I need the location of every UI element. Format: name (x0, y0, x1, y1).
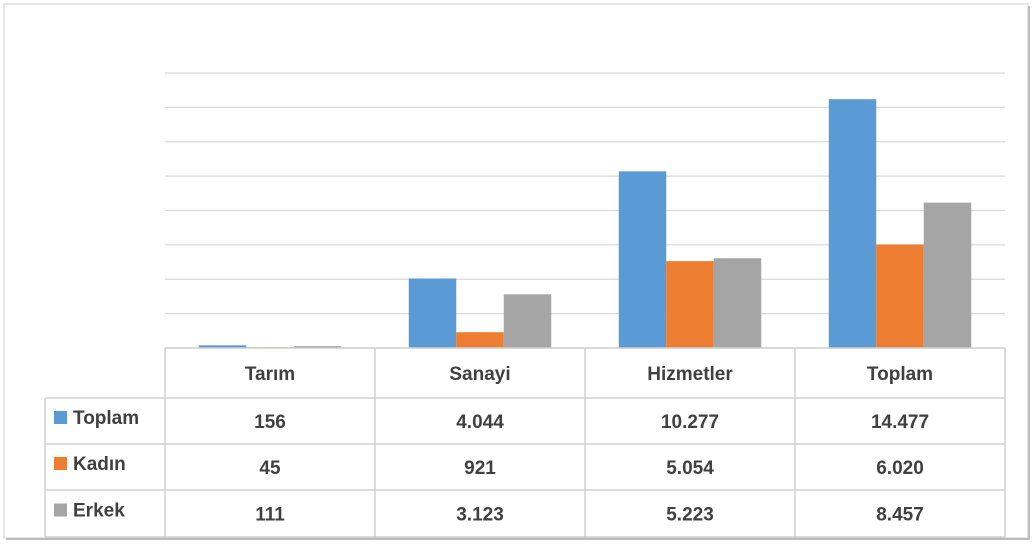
legend-label: Erkek (73, 501, 125, 522)
legend-label: Kadın (73, 454, 126, 475)
category-label: Toplam (867, 364, 933, 385)
bar (666, 261, 714, 348)
legend-swatch (54, 411, 67, 424)
category-label: Tarım (245, 364, 295, 385)
table-value: 6.020 (876, 458, 924, 479)
table-value: 111 (255, 505, 285, 526)
table-value: 10.277 (661, 412, 719, 433)
bar (618, 171, 667, 348)
bar (456, 332, 504, 348)
bar (828, 99, 877, 348)
legend-swatch (54, 457, 67, 470)
table-value: 5.223 (666, 505, 714, 526)
legend-label: Toplam (73, 408, 139, 429)
table-value: 45 (259, 458, 281, 479)
bar (876, 244, 924, 348)
bar (713, 258, 762, 348)
bar (503, 294, 552, 348)
category-label: Hizmetler (647, 364, 733, 385)
table-value: 4.044 (456, 412, 504, 433)
table-value: 3.123 (456, 505, 504, 526)
table-value: 5.054 (666, 458, 714, 479)
bar (923, 202, 972, 348)
bar (408, 278, 457, 348)
bar (198, 345, 247, 348)
table-value: 8.457 (876, 505, 924, 526)
table-value: 14.477 (871, 412, 929, 433)
table-value: 921 (464, 458, 496, 479)
table-value: 156 (254, 412, 286, 433)
legend-swatch (54, 503, 67, 517)
category-label: Sanayi (449, 364, 510, 385)
bar (293, 346, 342, 348)
